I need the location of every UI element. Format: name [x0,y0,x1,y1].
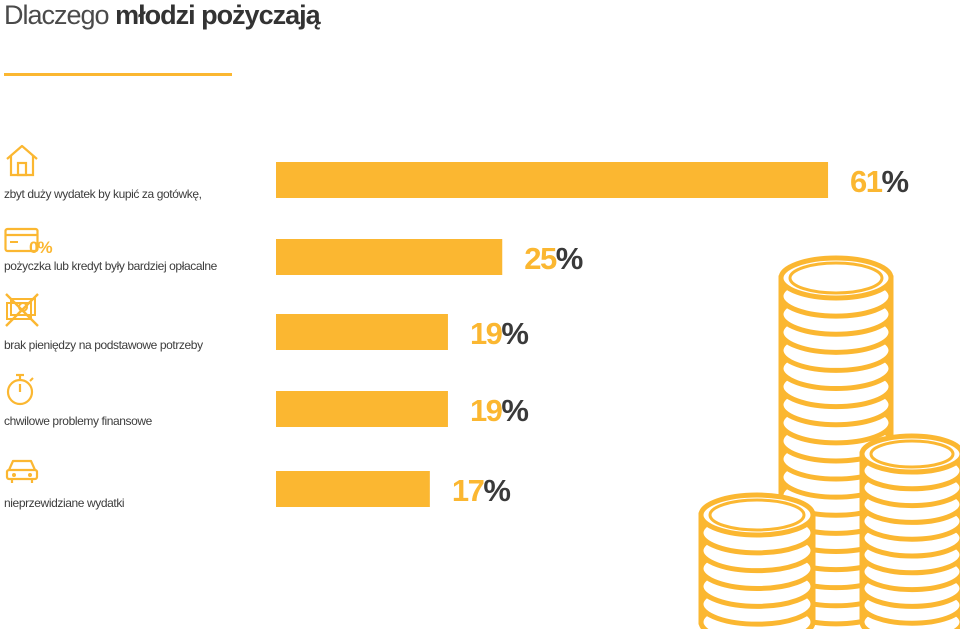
card-zero-percent-icon [4,227,39,253]
category-label-2: pożyczka lub kredyt były bardziej opłaca… [4,259,217,273]
title-bold-part: młodzi pożyczają [115,0,321,30]
category-label-5: nieprzewidziane wydatki [4,496,125,510]
category-label-3: brak pieniędzy na podstawowe potrzeby [4,338,203,352]
value-label-3: 19% [470,316,528,351]
bar-5 [276,471,430,507]
bar-4 [276,391,448,427]
car-icon [5,459,39,483]
zero-percent-badge: 0% [29,238,53,257]
crossed-money-icon [5,293,39,327]
page-title: Dlaczego młodzi pożyczają [4,0,321,31]
coin-stack-right [859,433,960,629]
value-label-4: 19% [470,393,528,428]
value-label-5: 17% [452,473,510,508]
coin-stack-tall [778,255,894,629]
bar-3 [276,314,448,350]
bar-1 [276,162,829,198]
house-icon [6,144,38,177]
category-label-4: chwilowe problemy finansowe [4,414,152,428]
stopwatch-icon [6,373,34,406]
bar-2 [276,239,503,275]
category-label-1: zbyt duży wydatek by kupić za gotówkę, [4,187,202,201]
title-underline [4,73,232,76]
value-label-2: 25% [524,241,582,276]
title-light-part: Dlaczego [4,0,110,30]
coin-stack-left [698,492,816,629]
value-label-1: 61% [850,164,908,199]
